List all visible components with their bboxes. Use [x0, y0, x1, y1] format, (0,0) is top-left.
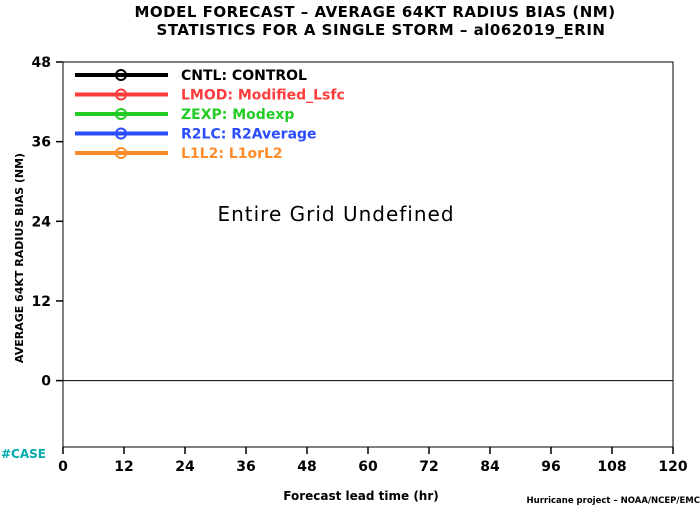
legend-marker [115, 108, 127, 120]
x-axis-label: Forecast lead time (hr) [283, 489, 439, 503]
case-label: #CASE [1, 447, 46, 461]
y-tick-label: 0 [41, 374, 51, 390]
legend-label: CNTL: CONTROL [181, 68, 307, 84]
legend-marker [115, 147, 127, 159]
legend: CNTL: CONTROL LMOD: Modified_Lsfc ZEXP: Mo… [75, 68, 345, 162]
y-tick-label: 12 [32, 294, 51, 310]
no-data-annotation: Entire Grid Undefined [217, 202, 454, 226]
x-tick-label: 0 [58, 459, 68, 475]
x-tick-label: 96 [541, 459, 560, 475]
y-tick-label: 24 [32, 214, 52, 230]
legend-marker [115, 127, 127, 140]
x-tick-label: 108 [597, 459, 626, 475]
chart-title: MODEL FORECAST – AVERAGE 64KT RADIUS BIA… [134, 3, 615, 21]
legend-label: ZEXP: Modexp [181, 107, 294, 123]
y-axis-label: AVERAGE 64KT RADIUS BIAS (NM) [13, 153, 26, 363]
x-tick-label: 120 [658, 459, 687, 475]
chart-subtitle: STATISTICS FOR A SINGLE STORM – al062019… [157, 21, 606, 39]
legend-marker [115, 88, 127, 101]
legend-label: LMOD: Modified_Lsfc [181, 88, 345, 104]
x-tick-label: 36 [236, 459, 255, 475]
x-tick-label: 48 [297, 459, 316, 475]
x-tick-label: 24 [175, 459, 195, 475]
y-axis: 0 12 24 36 48 [32, 55, 63, 390]
legend-label: R2LC: R2Average [181, 127, 317, 143]
plot-frame [62, 61, 674, 448]
y-tick-label: 48 [32, 55, 51, 71]
legend-marker [115, 69, 127, 81]
x-axis: 0 12 24 36 48 60 72 84 96 108 120 [58, 447, 688, 475]
legend-label: L1L2: L1orL2 [181, 146, 283, 162]
credit-text: Hurricane project – NOAA/NCEP/EMC [527, 496, 700, 506]
x-tick-label: 72 [419, 459, 438, 475]
x-tick-label: 60 [358, 459, 378, 475]
x-tick-label: 84 [480, 459, 500, 475]
x-tick-label: 12 [114, 459, 133, 475]
y-tick-label: 36 [32, 135, 51, 151]
